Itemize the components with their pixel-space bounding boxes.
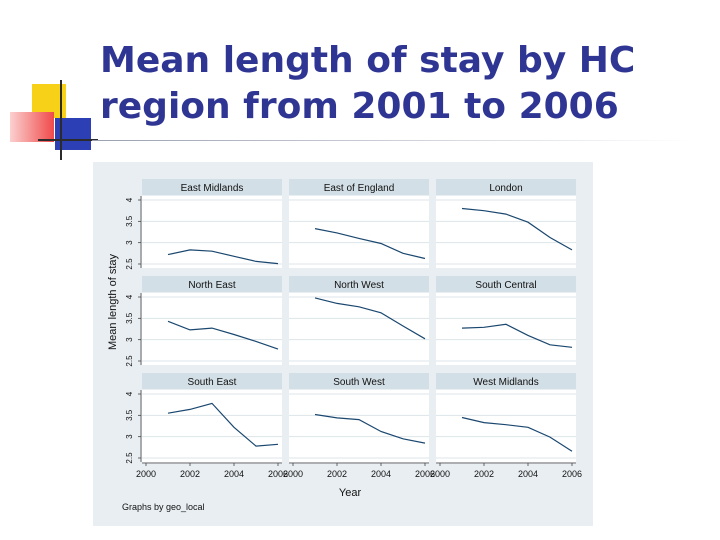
x-tick-label: 2004 <box>371 469 391 479</box>
slide-title-line-1: Mean length of stay by HC <box>100 40 636 81</box>
plot-area <box>289 196 429 268</box>
panel-title: East of England <box>324 183 395 194</box>
y-tick-label: 4 <box>125 197 134 202</box>
x-tick-label: 2000 <box>283 469 303 479</box>
x-tick-label: 2002 <box>180 469 200 479</box>
deco-red-square <box>10 112 54 142</box>
x-tick-label: 2006 <box>415 469 435 479</box>
x-tick-label: 2000 <box>136 469 156 479</box>
panel-header <box>289 179 429 195</box>
y-tick-label: 2.5 <box>125 258 134 270</box>
panel-grid: East Midlands East of England London North … <box>142 179 576 462</box>
slide-title: Mean length of stay by HC region from 20… <box>100 38 700 130</box>
panel: East of England <box>289 179 429 268</box>
plot-area <box>142 293 282 365</box>
panel: East Midlands <box>142 179 282 268</box>
panel-title: South West <box>333 377 385 388</box>
panel: North East <box>142 276 282 365</box>
plot-area <box>289 390 429 462</box>
series-line <box>314 228 426 260</box>
series-line <box>461 323 573 348</box>
plot-area <box>436 196 576 268</box>
y-tick-label: 3.5 <box>125 312 134 324</box>
plot-area <box>289 293 429 365</box>
y-tick-label: 3 <box>125 337 134 342</box>
panel-header <box>289 276 429 292</box>
x-tick-label: 2000 <box>430 469 450 479</box>
panel-title: South East <box>188 377 237 388</box>
series-line <box>314 297 426 340</box>
panel-header <box>436 179 576 195</box>
x-tick-label: 2006 <box>268 469 288 479</box>
panel: West Midlands <box>436 373 576 462</box>
deco-horizontal-line <box>38 139 98 141</box>
panel-title: West Midlands <box>473 377 538 388</box>
panel: South West <box>289 373 429 462</box>
chart-note: Graphs by geo_local <box>122 502 205 512</box>
x-tick-label: 2002 <box>474 469 494 479</box>
y-tick-label: 4 <box>125 294 134 299</box>
series-line <box>167 402 279 447</box>
y-tick-label: 3.5 <box>125 215 134 227</box>
y-tick-label: 3 <box>125 240 134 245</box>
y-tick-label: 4 <box>125 391 134 396</box>
panel: South East <box>142 373 282 462</box>
slide-title-line-2: region from 2001 to 2006 <box>100 86 619 127</box>
panel: North West <box>289 276 429 365</box>
plot-area <box>436 390 576 462</box>
y-axis-label: Mean length of stay <box>107 254 119 351</box>
plot-area <box>142 390 282 462</box>
y-tick-label: 3 <box>125 434 134 439</box>
small-multiples-chart: East Midlands East of England London North … <box>93 162 593 526</box>
panel-title: North East <box>188 280 235 291</box>
series-line <box>167 249 279 265</box>
series-line <box>167 320 279 350</box>
series-line <box>314 413 426 444</box>
series-line <box>461 416 573 452</box>
y-tick-label: 2.5 <box>125 355 134 367</box>
plot-area <box>142 196 282 268</box>
panel: London <box>436 179 576 268</box>
x-tick-label: 2002 <box>327 469 347 479</box>
panel-header <box>436 373 576 389</box>
panel-title: East Midlands <box>181 183 244 194</box>
deco-rule-line <box>92 140 692 141</box>
axes-labels: 2.5 3 3.5 4 2.5 3 3.5 4 2.5 3 3.5 4 2000 2002 2004 2006… <box>125 196 582 479</box>
panel-header <box>142 373 282 389</box>
y-tick-label: 2.5 <box>125 452 134 464</box>
series-line <box>461 207 573 251</box>
x-tick-label: 2004 <box>518 469 538 479</box>
panel-header <box>436 276 576 292</box>
panel-header <box>142 179 282 195</box>
x-axis-label: Year <box>339 487 362 499</box>
y-tick-label: 3.5 <box>125 409 134 421</box>
panel-title: North West <box>334 280 384 291</box>
panel: South Central <box>436 276 576 365</box>
x-tick-label: 2004 <box>224 469 244 479</box>
panel-title: South Central <box>475 280 536 291</box>
panel-title: London <box>489 183 522 194</box>
plot-area <box>436 293 576 365</box>
deco-vertical-line <box>60 80 62 160</box>
panel-header <box>142 276 282 292</box>
x-tick-label: 2006 <box>562 469 582 479</box>
panel-header <box>289 373 429 389</box>
